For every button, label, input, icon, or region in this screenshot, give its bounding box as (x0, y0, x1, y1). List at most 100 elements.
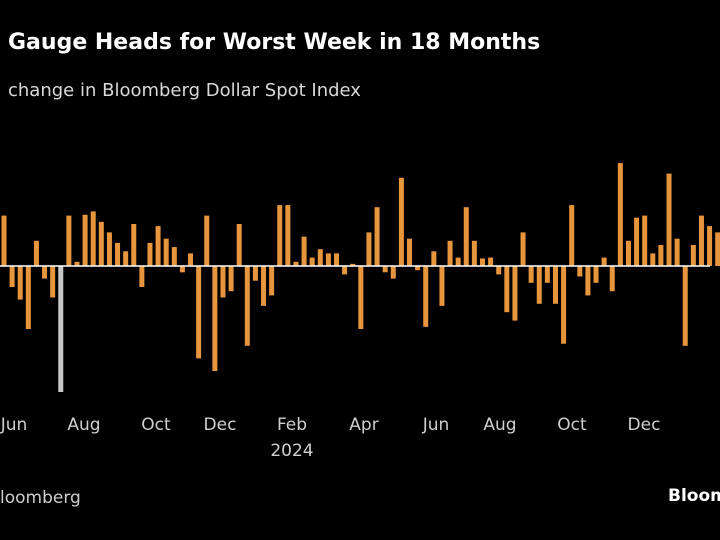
bar (350, 263, 356, 266)
bar (252, 266, 258, 281)
bar (520, 232, 526, 266)
bar (650, 253, 656, 266)
bar (285, 205, 291, 266)
bar (163, 238, 169, 266)
bar (715, 232, 720, 266)
bar (707, 226, 713, 266)
bar (601, 257, 607, 266)
bar (593, 266, 599, 283)
x-tick-label: Aug (67, 415, 100, 435)
bar (115, 242, 121, 266)
bar (390, 266, 396, 279)
bar-series (1, 163, 720, 392)
bar (536, 266, 542, 304)
bar (666, 173, 672, 266)
bar (512, 266, 518, 321)
x-tick-label: Jun (422, 415, 450, 435)
bar (236, 224, 242, 266)
bar (504, 266, 510, 313)
bar (479, 258, 485, 266)
bar (415, 266, 421, 271)
bar (561, 266, 567, 344)
bar (131, 224, 137, 266)
bar (244, 266, 250, 346)
bar (439, 266, 445, 306)
bar (544, 266, 550, 283)
bar (366, 232, 372, 266)
bar (228, 266, 234, 292)
bar (447, 240, 453, 266)
bar (625, 240, 631, 266)
bar (261, 266, 267, 306)
bar (317, 249, 323, 266)
bar (106, 232, 112, 266)
bar (325, 253, 331, 266)
bar (269, 266, 275, 296)
x-tick-label: Dec (628, 415, 661, 435)
bar (463, 207, 469, 266)
x-axis-year-label: 2024 (270, 441, 313, 461)
bar (398, 177, 404, 266)
bar (569, 205, 575, 266)
bar (585, 266, 591, 296)
bar (309, 257, 315, 266)
bloomberg-logo: Bloom (668, 486, 720, 506)
x-axis-ticks: Jun Aug Oct Dec Feb Apr Jun Aug Oct Dec (0, 415, 660, 435)
bar (171, 247, 177, 266)
bar (423, 266, 429, 327)
x-tick-label: Apr (349, 415, 378, 435)
bar (674, 238, 680, 266)
x-tick-label: Jun (0, 415, 27, 435)
bar (179, 266, 185, 273)
bar (196, 266, 202, 359)
bar (488, 257, 494, 266)
source-label: loomberg (0, 488, 81, 508)
bar (155, 226, 161, 266)
bar (698, 215, 704, 266)
bar (301, 236, 307, 266)
bar (25, 266, 31, 329)
bar (188, 253, 194, 266)
bar (334, 253, 340, 266)
bar (74, 261, 80, 266)
bar (342, 266, 348, 275)
bar (98, 221, 104, 266)
bar (617, 163, 623, 266)
bar (58, 266, 64, 392)
bar (147, 242, 153, 266)
bar (90, 211, 96, 266)
bar (220, 266, 226, 298)
bar (382, 266, 388, 273)
bar-chart: Jun Aug Oct Dec Feb Apr Jun Aug Oct Dec 2024 (0, 163, 720, 461)
bar (577, 266, 583, 277)
x-tick-label: Oct (141, 415, 171, 435)
bar (204, 215, 210, 266)
bar (82, 214, 88, 266)
bar (496, 266, 502, 275)
bar (471, 240, 477, 266)
bar (123, 251, 129, 266)
x-tick-label: Feb (277, 415, 307, 435)
bar (50, 266, 56, 298)
bar (212, 266, 218, 371)
bar (374, 207, 380, 266)
bar (634, 217, 640, 266)
bar (42, 266, 48, 279)
bar (407, 238, 412, 266)
x-tick-label: Dec (204, 415, 237, 435)
chart-subtitle: change in Bloomberg Dollar Spot Index (8, 80, 361, 101)
bar (431, 251, 437, 266)
bar (66, 215, 72, 266)
x-tick-label: Aug (483, 415, 516, 435)
x-tick-label: Oct (557, 415, 587, 435)
bar (609, 266, 615, 292)
bar (1, 215, 7, 266)
bar (277, 205, 283, 266)
bar (528, 266, 534, 283)
bar (33, 240, 39, 266)
bar (139, 266, 145, 287)
bar (455, 257, 461, 266)
bar (358, 266, 364, 329)
chart-title: Gauge Heads for Worst Week in 18 Months (8, 30, 541, 55)
bar (552, 266, 558, 304)
